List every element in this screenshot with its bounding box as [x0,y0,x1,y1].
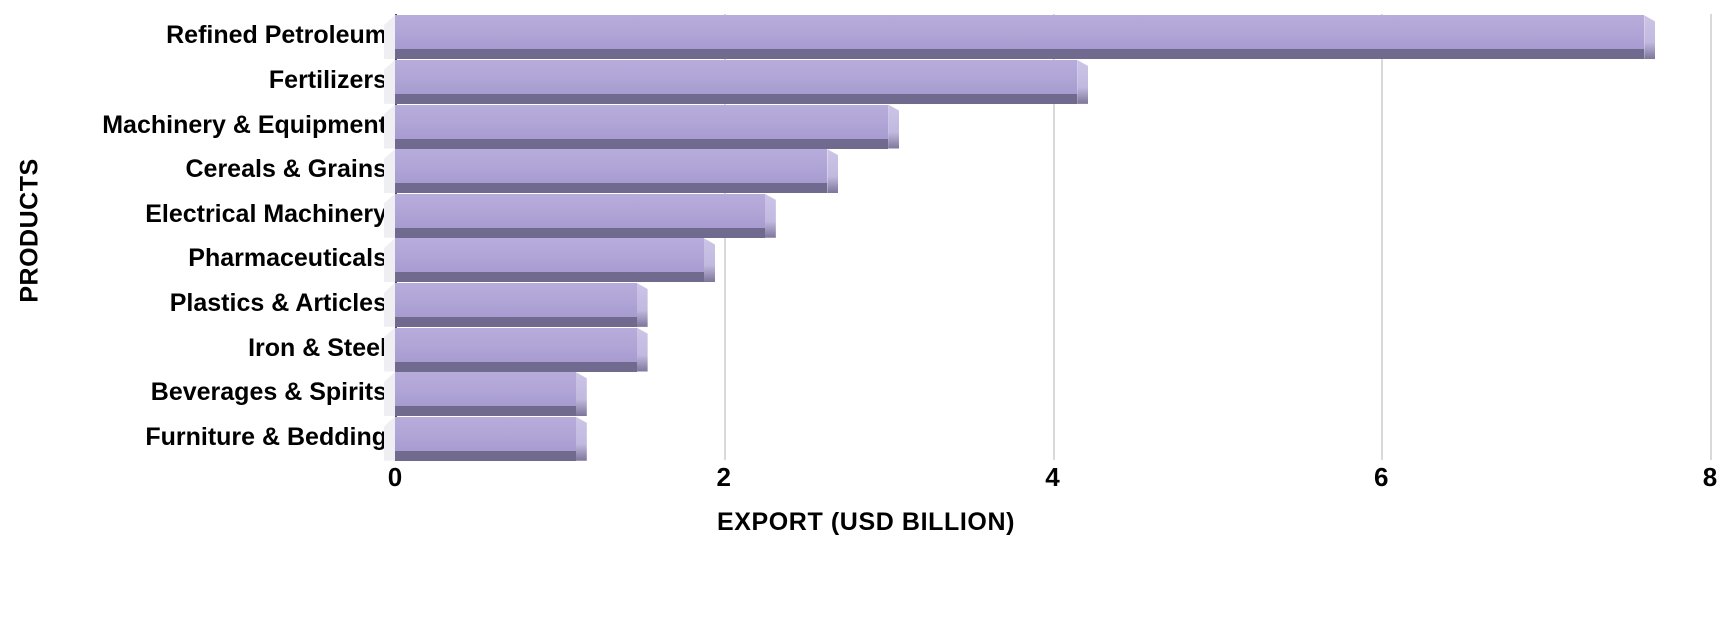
category-label: Fertilizers [268,65,387,94]
category-label: Pharmaceuticals [188,244,387,273]
bar-bottom-face [395,49,1645,60]
gridline-4 [1052,14,1055,460]
bar-left-shadow [384,59,395,104]
bar-left-shadow [384,372,395,417]
bar-front-face [395,282,637,317]
bar-right-cap [575,416,587,461]
bar-left-shadow [384,416,395,461]
bar-right-cap [575,372,587,417]
bar[interactable] [384,104,900,149]
x-tick-label: 2 [716,462,731,492]
plot-area [384,14,1712,461]
bar-right-cap [704,238,716,283]
bar-bottom-face [395,183,828,194]
x-tick-label: 6 [1374,462,1389,492]
bar-front-face [395,416,576,451]
category-label: Iron & Steel [248,333,387,362]
category-label: Beverages & Spirits [150,378,387,407]
bar[interactable] [384,372,587,417]
category-label: Refined Petroleum [166,21,387,50]
bar-front-face [395,59,1078,94]
bar-left-shadow [384,193,395,238]
bar-front-face [395,149,828,184]
bar-bottom-face [395,93,1078,104]
category-label: Electrical Machinery [145,199,387,228]
bar-left-shadow [384,238,395,283]
bar-bottom-face [395,406,576,417]
gridline-8 [1710,14,1712,460]
x-axis-ticks: 0 2 4 6 8 [388,462,1732,502]
bar-bottom-face [395,138,889,149]
bar-left-shadow [384,15,395,60]
bar-front-face [395,193,765,228]
x-tick-label: 8 [1702,462,1718,492]
bar-bottom-face [395,450,576,461]
bar-right-cap [1077,59,1089,104]
bar[interactable] [384,15,1656,60]
bar-left-shadow [384,149,395,194]
bar-right-cap [636,282,648,327]
bar[interactable] [384,238,716,283]
bar-bottom-face [395,316,637,327]
bar-bottom-face [395,272,705,283]
bar-right-cap [827,149,839,194]
bar[interactable] [384,193,776,238]
bar-bottom-face [395,227,765,238]
bar-right-cap [636,327,648,372]
x-axis-title: EXPORT (USD BILLION) [716,508,1016,536]
bar-front-face [395,104,889,139]
bar-right-cap [764,193,776,238]
bar-front-face [395,238,705,273]
category-label: Furniture & Bedding [145,422,387,451]
category-label: Machinery & Equipment [102,110,387,139]
bar-front-face [395,327,637,362]
bar[interactable] [384,327,648,372]
bar-right-cap [888,104,900,149]
x-tick-label: 4 [1045,462,1060,492]
category-axis: Refined Petroleum Fertilizers Machinery & … [60,14,395,460]
bar-left-shadow [384,282,395,327]
bar[interactable] [384,149,839,194]
y-axis-title-text: PRODUCTS [15,157,44,303]
bar[interactable] [384,282,648,327]
category-label: Plastics & Articles [169,288,387,317]
bar-left-shadow [384,327,395,372]
y-axis-title: PRODUCTS [0,0,60,460]
bar-front-face [395,372,576,407]
gridline-6 [1381,14,1384,460]
bar-right-cap [1644,15,1656,60]
bar[interactable] [384,416,587,461]
bar-front-face [395,15,1645,50]
bar[interactable] [384,59,1089,104]
bar-bottom-face [395,361,637,372]
bar-left-shadow [384,104,395,149]
category-label: Cereals & Grains [185,155,388,184]
x-tick-label: 0 [387,462,403,492]
